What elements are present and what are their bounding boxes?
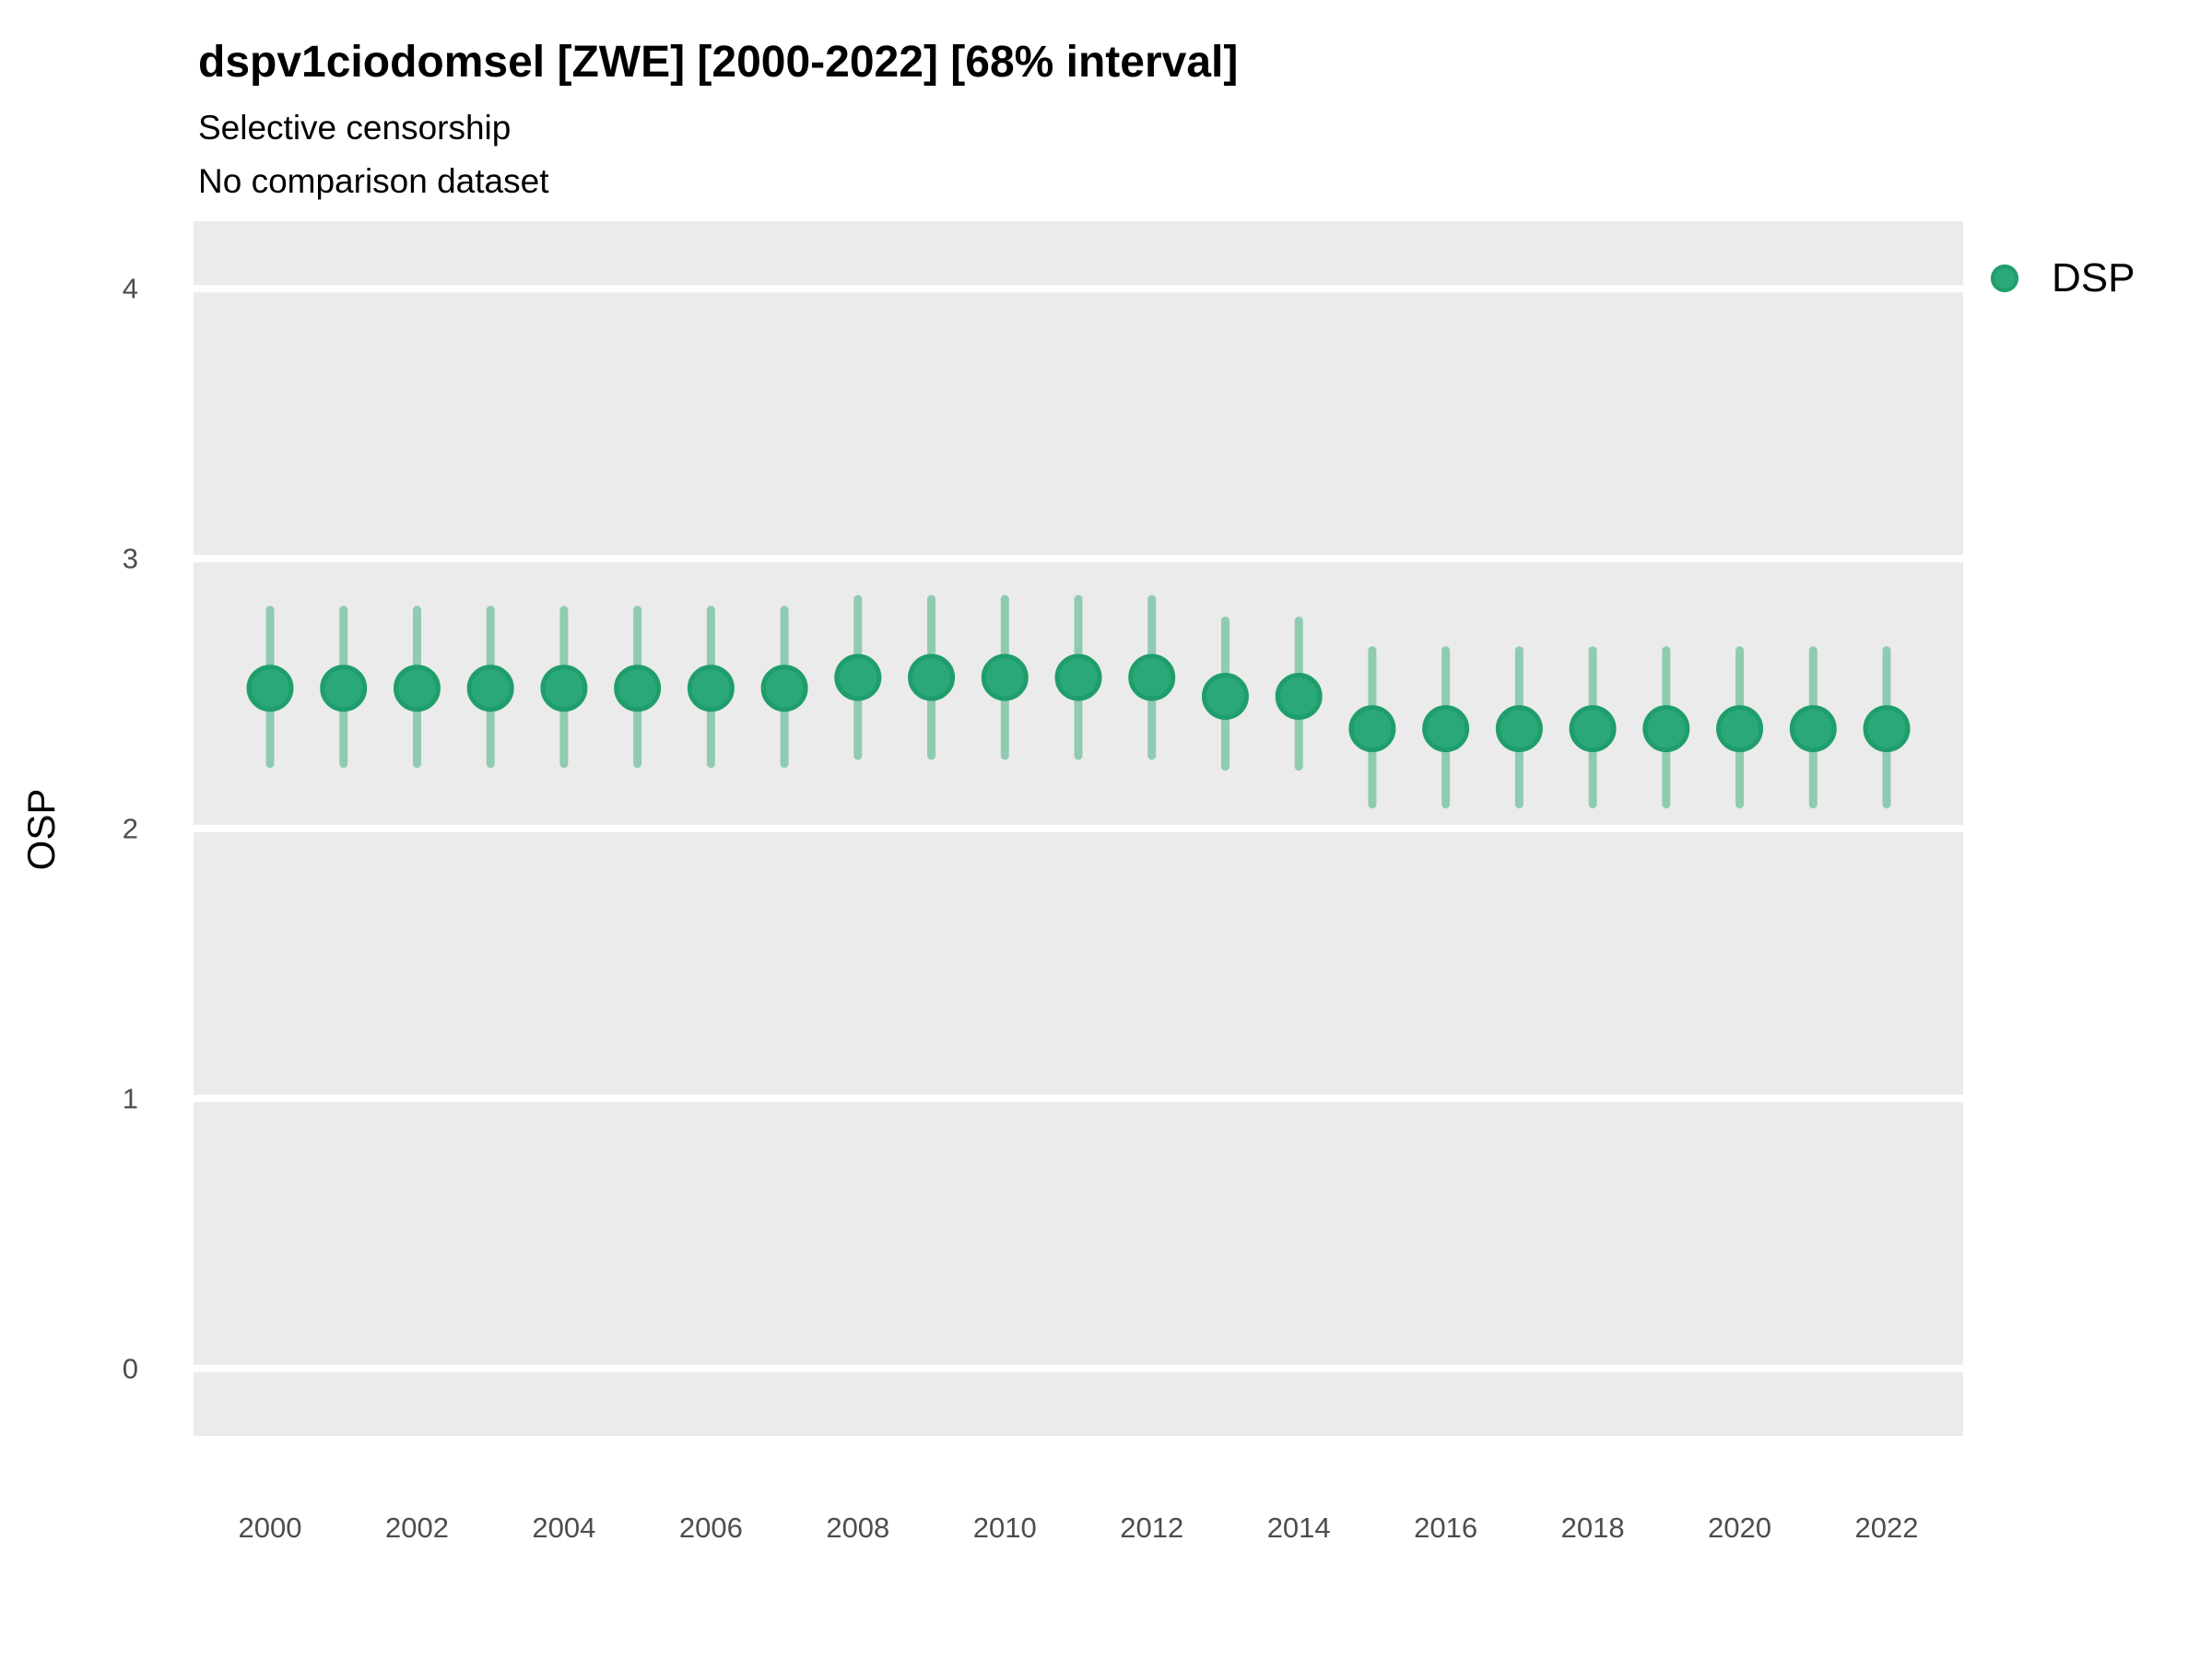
data-point-2000: [246, 665, 294, 712]
data-point-2015: [1348, 705, 1396, 753]
data-point-2009: [908, 653, 956, 701]
x-tick-label-2002: 2002: [384, 1512, 449, 1544]
y-tick-label-4: 4: [122, 272, 138, 305]
data-point-2001: [320, 665, 368, 712]
x-tick-label-2010: 2010: [972, 1512, 1037, 1544]
x-tick-label-2020: 2020: [1708, 1512, 1772, 1544]
x-tick-label-2004: 2004: [532, 1512, 596, 1544]
data-point-2011: [1054, 653, 1102, 701]
data-point-2017: [1495, 705, 1543, 753]
data-point-2012: [1128, 653, 1176, 701]
legend-circle-icon: [1991, 265, 2018, 292]
y-tick-label-0: 0: [122, 1352, 138, 1385]
data-point-2008: [834, 653, 882, 701]
data-point-2006: [687, 665, 735, 712]
x-tick-label-2018: 2018: [1560, 1512, 1625, 1544]
data-point-2019: [1642, 705, 1690, 753]
data-point-2014: [1275, 672, 1323, 720]
data-point-2010: [981, 653, 1029, 701]
data-point-2005: [614, 665, 662, 712]
data-point-2004: [540, 665, 588, 712]
data-point-2013: [1201, 672, 1249, 720]
y-tick-label-2: 2: [122, 812, 138, 845]
x-tick-label-2000: 2000: [238, 1512, 302, 1544]
data-point-2007: [760, 665, 808, 712]
data-point-2002: [393, 665, 441, 712]
data-point-2020: [1716, 705, 1764, 753]
x-tick-label-2006: 2006: [678, 1512, 743, 1544]
y-tick-label-1: 1: [122, 1082, 138, 1115]
legend-label: DSP: [2052, 255, 2136, 300]
chart-subtitle-1: Selective censorship: [198, 109, 512, 147]
data-point-2018: [1569, 705, 1617, 753]
y-tick-label-3: 3: [122, 542, 138, 575]
chart-title: dspv1ciodomsel [ZWE] [2000-2022] [68% in…: [198, 38, 1239, 87]
x-tick-label-2012: 2012: [1120, 1512, 1184, 1544]
data-point-2003: [466, 665, 514, 712]
x-tick-label-2014: 2014: [1266, 1512, 1331, 1544]
x-tick-label-2008: 2008: [826, 1512, 890, 1544]
x-tick-label-2016: 2016: [1414, 1512, 1478, 1544]
data-point-2016: [1422, 705, 1470, 753]
legend-item-dsp: DSP: [1991, 255, 2135, 301]
chart-subtitle-2: No comparison dataset: [198, 162, 549, 200]
data-point-2022: [1863, 705, 1911, 753]
x-tick-label-2022: 2022: [1854, 1512, 1919, 1544]
data-point-2021: [1789, 705, 1837, 753]
